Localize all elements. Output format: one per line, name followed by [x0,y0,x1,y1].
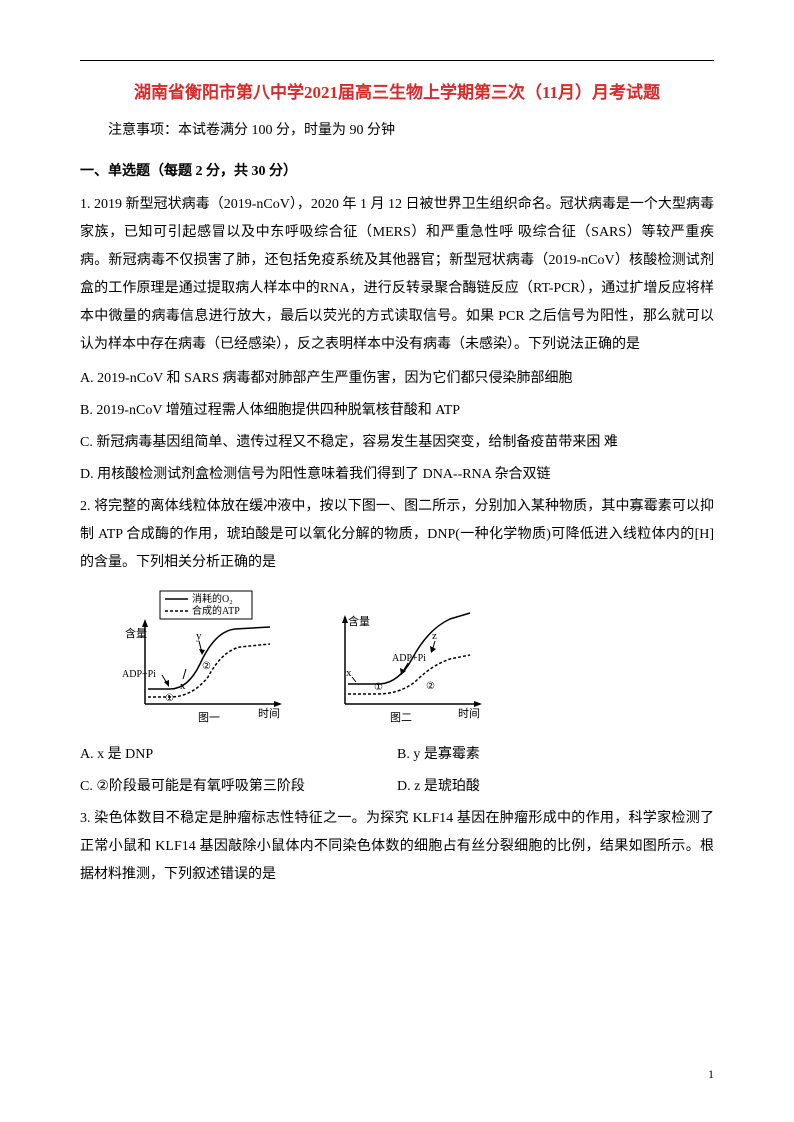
q1-option-b: B. 2019-nCoV 增殖过程需人体细胞提供四种脱氧核苷酸和 ATP [80,397,714,425]
figures-row: 消耗的O₂ 合成的ATP 含量 时间 图一 y ② ADP+Pi ① x [120,589,714,729]
q3-stem: 3. 染色体数目不稳定是肿瘤标志性特征之一。为探究 KLF14 基因在肿瘤形成中… [80,805,714,889]
top-divider [80,60,714,61]
fig2-caption: 图二 [390,711,412,724]
q2-option-d: D. z 是琥珀酸 [397,773,714,801]
fig1-circle2: ② [202,661,211,672]
page-number: 1 [708,1067,714,1082]
fig1-caption: 图一 [198,711,220,724]
fig2-ylabel: 含量 [348,614,370,628]
page-title: 湖南省衡阳市第八中学2021届高三生物上学期第三次（11月）月考试题 [80,79,714,106]
fig2-xlabel: 时间 [458,707,480,720]
q2-option-a: A. x 是 DNP [80,741,397,769]
fig2-circle1: ① [374,682,383,693]
q2-option-b: B. y 是寡霉素 [397,741,714,769]
q2-option-c: C. ②阶段最可能是有氧呼吸第三阶段 [80,773,397,801]
figure-2: 含量 时间 图二 z ADP+Pi x ① ② [320,589,500,729]
figure-1: 消耗的O₂ 合成的ATP 含量 时间 图一 y ② ADP+Pi ① x [120,589,300,729]
q1-option-d: D. 用核酸检测试剂盒检测信号为阳性意味着我们得到了 DNA--RNA 杂合双链 [80,461,714,489]
fig2-circle2: ② [426,681,435,692]
fig1-xlabel: 时间 [258,707,280,720]
q1-option-a: A. 2019-nCoV 和 SARS 病毒都对肺部产生严重伤害，因为它们都只侵… [80,365,714,393]
fig1-ylabel: 含量 [125,626,147,640]
fig1-x-label: x [180,680,186,692]
section-header: 一、单选题（每题 2 分，共 30 分） [80,159,714,186]
fig2-adp: ADP+Pi [392,653,426,664]
fig2-z-label: z [432,630,437,642]
fig1-legend2: 合成的ATP [192,604,240,617]
fig1-circle1: ① [165,693,174,704]
fig2-x-label: x [346,667,352,679]
fig1-adp: ADP+Pi [122,669,156,680]
q1-stem: 1. 2019 新型冠状病毒（2019-nCoV），2020 年 1 月 12 … [80,191,714,359]
q1-option-c: C. 新冠病毒基因组简单、遗传过程又不稳定，容易发生基因突变，给制备疫苗带来困 … [80,429,714,457]
notice-text: 注意事项：本试卷满分 100 分，时量为 90 分钟 [80,118,714,145]
fig1-y-label: y [196,630,202,642]
q2-stem: 2. 将完整的离体线粒体放在缓冲液中，按以下图一、图二所示，分别加入某种物质，其… [80,493,714,577]
fig1-legend1: 消耗的O₂ [192,592,233,605]
